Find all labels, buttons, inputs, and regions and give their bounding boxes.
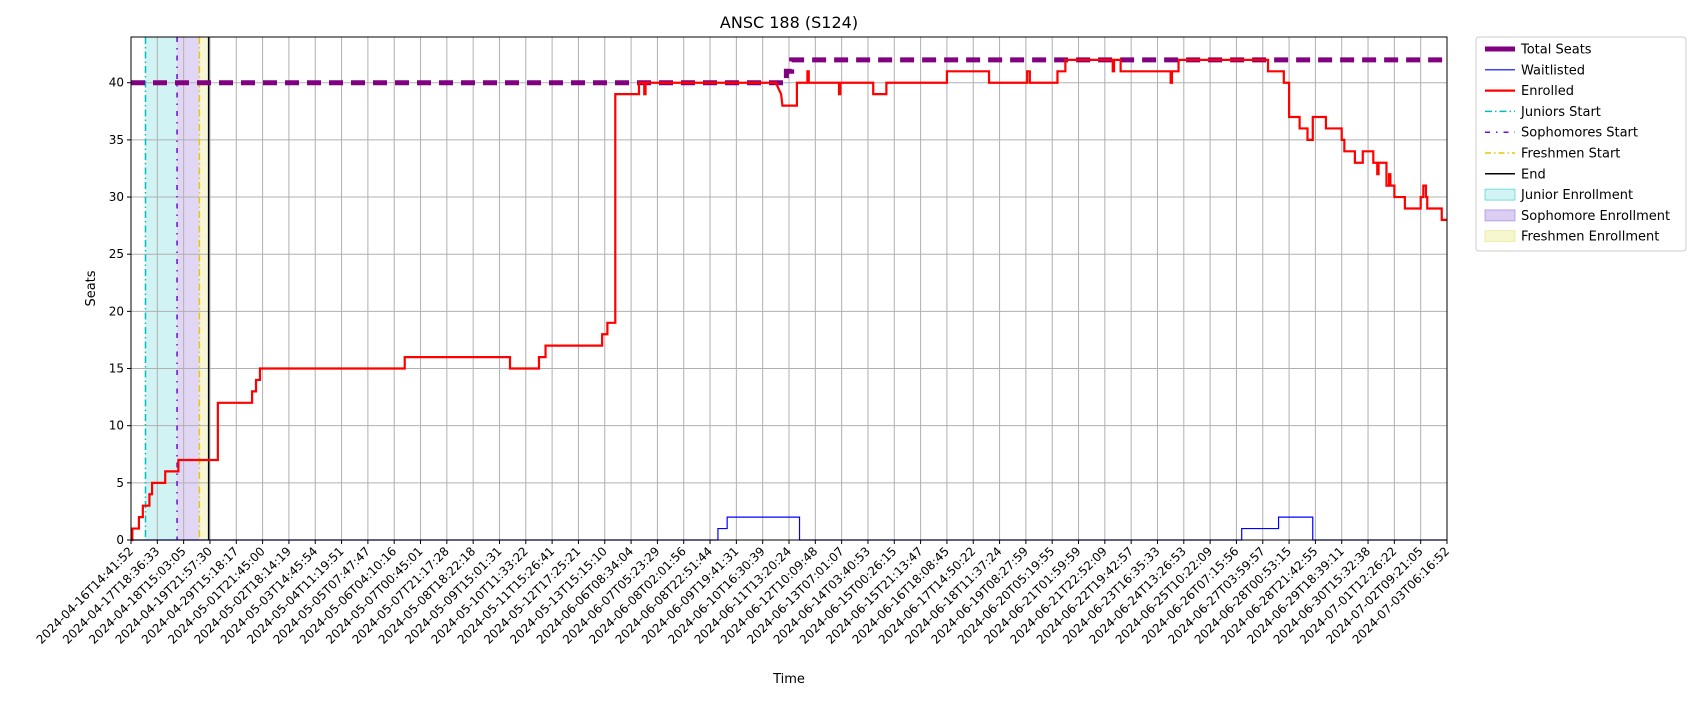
legend: Total Seats Waitlisted Enrolled Juniors Sta…: [1475, 36, 1687, 252]
y-axis-title: Seats: [84, 270, 99, 306]
y-tick-label: 25: [109, 247, 124, 261]
legend-swatch: [1484, 209, 1516, 222]
y-tick-label: 20: [109, 304, 124, 318]
chart-title: ANSC 188 (S124): [720, 13, 858, 32]
legend-label: End: [1521, 167, 1546, 182]
y-tick-label: 35: [109, 133, 124, 147]
shaded-region: [177, 37, 200, 540]
legend-label: Enrolled: [1521, 84, 1574, 99]
legend-label: Freshmen Start: [1521, 147, 1620, 162]
y-tick-label: 5: [116, 476, 124, 490]
legend-label: Freshmen Enrollment: [1521, 230, 1659, 245]
y-tick-label: 15: [109, 362, 124, 376]
legend-label: Sophomores Start: [1521, 126, 1638, 141]
legend-label: Junior Enrollment: [1520, 188, 1633, 203]
phase-lines: [144, 37, 210, 540]
y-tick-label: 0: [116, 533, 124, 547]
shaded-regions: [145, 37, 209, 540]
y-axis-ticks: 0 5 10 15 20 25 30 35 40: [109, 76, 131, 547]
legend-box: [1475, 36, 1687, 252]
shaded-region: [199, 37, 209, 540]
x-axis-title: Time: [772, 672, 805, 687]
legend-label: Waitlisted: [1521, 63, 1585, 78]
legend-label: Juniors Start: [1520, 105, 1601, 120]
series-line: [131, 58, 1447, 542]
legend-swatch: [1484, 230, 1516, 243]
y-tick-label: 30: [109, 190, 124, 204]
shaded-region: [145, 37, 178, 540]
series-line: [131, 57, 1447, 86]
legend-label: Sophomore Enrollment: [1521, 209, 1670, 224]
legend-swatch: [1484, 188, 1516, 201]
y-tick-label: 10: [109, 419, 124, 433]
y-tick-label: 40: [109, 76, 124, 90]
legend-label: Total Seats: [1520, 43, 1592, 58]
